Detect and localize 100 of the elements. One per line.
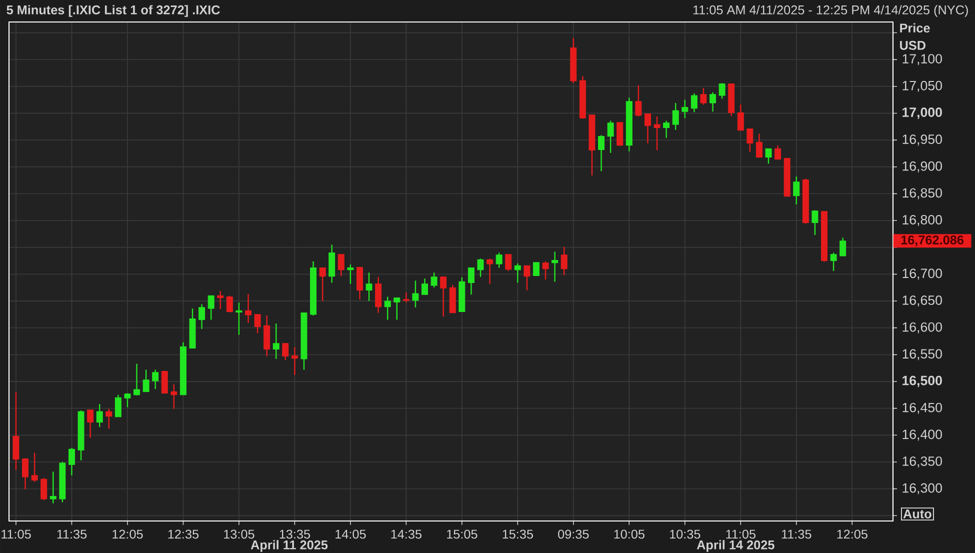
x-tick-label: 11:35 [57,530,87,539]
candlestick [12,392,20,471]
candlestick [217,290,224,310]
candlestick [644,113,651,144]
y-tick-label: 16,800 [902,215,942,226]
candlestick [514,262,521,284]
candlestick [31,452,38,482]
y-tick-label: 16,600 [902,322,942,334]
y-tick-label: 16,650 [902,296,942,307]
y-tick-label: 16,300 [902,483,942,494]
candlestick [422,278,428,296]
candlestick [282,342,289,361]
x-tick-label: 11:05 [726,530,756,539]
candlestick [468,267,474,296]
candlestick [793,176,800,206]
y-tick-label: 17,000 [902,108,942,119]
candlestick [700,87,707,106]
candlestick [328,244,336,284]
candlestick [812,210,818,236]
candlestick [134,363,140,396]
y-tick-label: 16,550 [902,349,942,360]
x-tick-label: 10:35 [670,530,700,539]
candlestick [607,120,614,154]
candlestick [291,346,298,376]
candlestick [87,409,94,438]
candlestick [505,254,512,272]
candlestick [319,267,326,302]
candlestick [598,134,605,172]
candlestick [635,84,642,118]
candlestick [142,369,150,392]
candlestick [198,304,206,330]
candlestick [226,295,233,313]
candlestick [765,148,772,164]
candlestick [718,82,726,100]
candlestick [560,246,568,276]
candlestick [124,392,131,408]
candlestick [533,262,540,276]
candlestick [68,447,75,476]
candlestick [496,252,502,268]
chart-title: 5 Minutes [.IXIC List 1 of 3272] .IXIC [6,5,220,17]
candlestick [402,292,410,304]
candlestick [40,477,48,501]
candlestick [22,458,29,490]
x-tick-label: 12:35 [168,530,199,539]
x-tick-label: 11:05 [2,530,31,539]
x-tick-label: 14:05 [336,530,366,539]
candlestick [672,102,679,130]
x-tick-label: 11:35 [782,530,812,539]
candlestick [236,302,242,336]
candlestick [430,272,438,288]
y-tick-label: 16,700 [902,268,942,280]
candlestick [96,403,103,428]
candlestick [356,266,363,300]
candlestick [114,394,122,418]
candlestick [208,295,214,320]
candlestick [254,314,261,334]
candlestick [161,370,168,394]
candlestick [746,128,754,152]
y-tick-label: 16,400 [902,430,942,441]
candlestick [347,264,354,284]
candlestick [663,120,670,139]
x-tick-label: 14:35 [391,530,422,539]
candlestick [710,92,716,112]
text: April 11 2025 [250,540,328,552]
candlestick [106,408,112,430]
x-tick-label: 10:05 [614,530,644,539]
candlestick [552,251,558,282]
candlestick [524,265,530,291]
x-tick-label: 15:05 [447,530,478,539]
candlestick [412,280,419,308]
candlestick [737,104,744,131]
y-axis-title: Price USD [900,23,930,50]
candlestick [170,384,178,410]
candlestick [756,133,762,158]
text: 16,762.086 [901,236,964,246]
candlestick [50,471,56,504]
candlestick [375,276,382,314]
candlestick [264,314,270,357]
y-tick-label: 16,900 [902,161,942,172]
x-tick-label: 12:05 [112,530,143,539]
candlestick [244,293,252,324]
x-tick-label: 13:35 [280,530,310,539]
x-tick-label: 13:05 [224,530,254,539]
y-tick-label: 16,850 [902,188,942,200]
y-tick-label: 16,500 [902,376,942,388]
y-tick-label: 16,950 [902,134,942,146]
x-tick-label: 12:05 [837,530,868,539]
candlestick [477,258,484,278]
candlestick [486,258,494,284]
candlestick [440,276,447,318]
candlestick [690,92,698,113]
candlestick [366,272,372,302]
candlestick [338,254,344,277]
candlestick [272,322,280,360]
y-tick-label: 17,050 [902,80,942,92]
candlestick [830,252,837,272]
text: April 14 2025 [696,540,774,552]
candlestick [654,116,660,151]
y-tick-label: 17,100 [902,54,942,66]
x-tick-label: 09:35 [558,530,589,539]
